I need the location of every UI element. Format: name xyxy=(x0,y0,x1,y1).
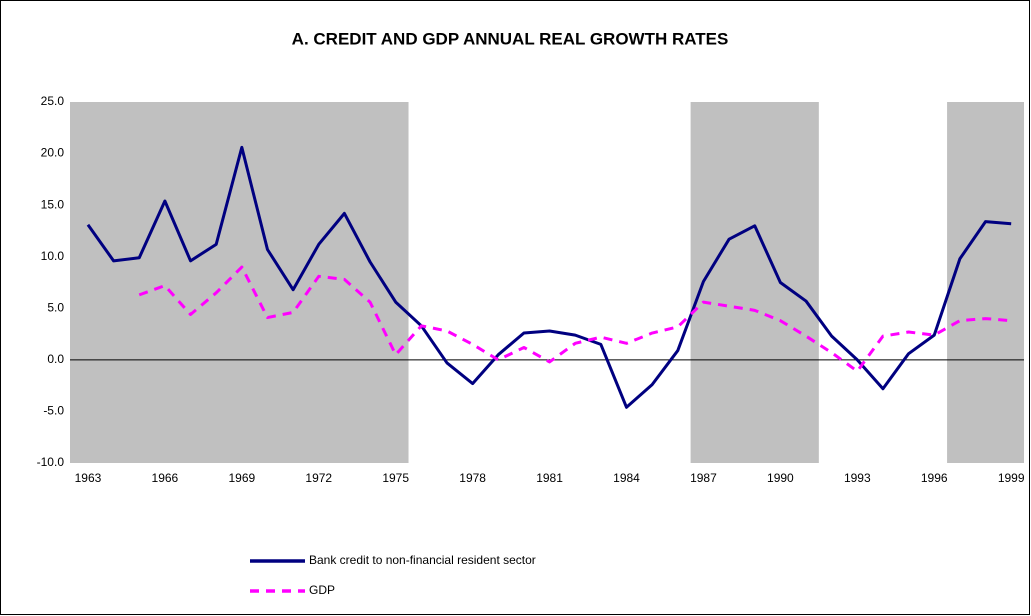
x-tick-label: 1999 xyxy=(998,471,1025,485)
x-tick-label: 1975 xyxy=(382,471,409,485)
series-line xyxy=(138,265,1012,373)
legend-label: Bank credit to non-financial resident se… xyxy=(309,553,536,567)
x-tick-label: 1966 xyxy=(152,471,179,485)
x-tick-label: 1963 xyxy=(75,471,102,485)
y-tick-label: -5.0 xyxy=(43,404,64,418)
series-layer xyxy=(70,145,1024,409)
x-tick-label: 1972 xyxy=(305,471,332,485)
series-line xyxy=(86,145,1012,409)
chart-title: A. CREDIT AND GDP ANNUAL REAL GROWTH RAT… xyxy=(292,29,729,48)
x-tick-label: 1984 xyxy=(613,471,640,485)
x-tick-label: 1990 xyxy=(767,471,794,485)
y-tick-label: 10.0 xyxy=(41,249,65,263)
y-tick-label: 25.0 xyxy=(41,94,65,108)
x-tick-label: 1969 xyxy=(228,471,255,485)
y-tick-label: -10.0 xyxy=(37,455,65,469)
y-tick-label: 15.0 xyxy=(41,197,65,211)
x-tick-label: 1981 xyxy=(536,471,563,485)
y-tick-label: 20.0 xyxy=(41,146,65,160)
x-tick-label: 1987 xyxy=(690,471,717,485)
shaded-period xyxy=(947,102,1024,463)
shaded-period xyxy=(690,102,819,463)
x-tick-label: 1996 xyxy=(921,471,948,485)
x-tick-label: 1993 xyxy=(844,471,871,485)
x-tick-label: 1978 xyxy=(459,471,486,485)
y-tick-label: 5.0 xyxy=(47,300,64,314)
y-tick-label: 0.0 xyxy=(47,352,64,366)
legend-label: GDP xyxy=(309,583,335,597)
